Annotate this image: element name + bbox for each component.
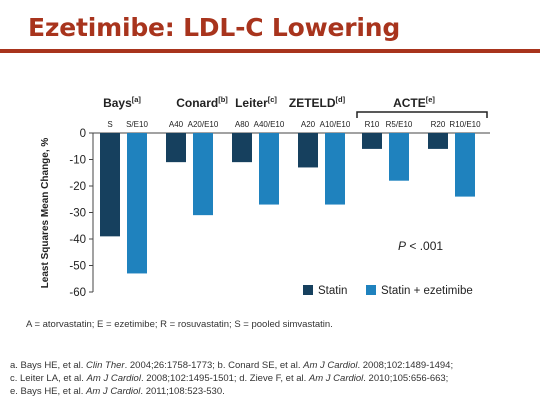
bar-statin [298, 133, 318, 168]
p-value-annotation: P < .001 [398, 239, 443, 253]
reference-line: a. Bays HE, et al. Clin Ther. 2004;26:17… [10, 359, 453, 372]
y-tick-label: 0 [80, 128, 86, 140]
reference-segment: Am J Cardiol [303, 360, 358, 371]
bar-statin-ezetimibe [193, 133, 213, 216]
slide-title: Ezetimibe: LDL-C Lowering [28, 13, 401, 42]
dose-label: S [107, 120, 112, 129]
study-label: Bays[a] [103, 95, 141, 110]
y-tick-label: -40 [69, 234, 86, 246]
study-label: Leiter[c] [235, 95, 277, 110]
reference-segment: . 2008;102:1495-1501; d. Zieve F, et al. [140, 373, 309, 384]
dose-label: A40/E10 [254, 120, 285, 129]
acte-bracket [356, 111, 488, 118]
bar-statin-ezetimibe [325, 133, 345, 205]
bar-statin-ezetimibe [127, 133, 147, 274]
legend-swatch-statin-ezetimibe [366, 285, 376, 295]
bar-statin [166, 133, 186, 163]
legend-swatch-statin [303, 285, 313, 295]
study-label: Conard[b] [176, 95, 228, 110]
reference-segment: a. Bays HE, et al. [10, 360, 87, 371]
reference-segment: e. Bays HE, et al. [10, 386, 87, 397]
reference-segment: . 2004;26:1758-1773; b. Conard SE, et al… [124, 360, 304, 371]
y-tick-label: -20 [69, 181, 86, 193]
dose-label: S/E10 [126, 120, 148, 129]
reference-segment: . 2008;102:1489-1494; [357, 360, 454, 371]
bar-chart: 0 -10 -20 -30 -40 -50 -60 Least Squares Mean Ch… [40, 95, 490, 299]
dose-label: R10/E10 [449, 120, 481, 129]
legend-label-statin: Statin [318, 285, 347, 297]
references: a. Bays HE, et al. Clin Ther. 2004;26:17… [10, 359, 453, 398]
reference-line: e. Bays HE, et al. Am J Cardiol. 2011;10… [10, 385, 453, 398]
y-tick-label: -60 [69, 287, 86, 299]
bar-statin-ezetimibe [389, 133, 409, 181]
abbreviations-note: A = atorvastatin; E = ezetimibe; R = ros… [26, 319, 333, 330]
dose-label: R20 [431, 120, 446, 129]
y-tick-label: -50 [69, 261, 86, 273]
dose-label: A40 [169, 120, 184, 129]
dose-label: R10 [365, 120, 380, 129]
y-tick-label: -30 [69, 208, 86, 220]
reference-segment: Am J Cardiol [86, 386, 141, 397]
dose-label: R5/E10 [386, 120, 413, 129]
reference-segment: c. Leiter LA, et al. [10, 373, 87, 384]
dose-label: A20 [301, 120, 316, 129]
reference-segment: . 2010;105:656-663; [363, 373, 449, 384]
y-axis-label: Least Squares Mean Change, % [40, 138, 51, 289]
bar-statin [362, 133, 382, 149]
bar-statin [428, 133, 448, 149]
bar-statin [100, 133, 120, 237]
dose-label: A20/E10 [188, 120, 219, 129]
study-label: ZETELD[d] [289, 95, 346, 110]
bar-statin-ezetimibe [455, 133, 475, 197]
reference-segment: Am J Cardiol [86, 373, 141, 384]
y-tick-label: -10 [69, 155, 86, 167]
bar-statin [232, 133, 252, 163]
reference-segment: . 2011;108:523-530. [140, 386, 225, 397]
reference-segment: Clin Ther [86, 360, 125, 371]
reference-line: c. Leiter LA, et al. Am J Cardiol. 2008;… [10, 372, 453, 385]
title-underline [0, 49, 540, 53]
dose-label: A10/E10 [320, 120, 351, 129]
dose-label: A80 [235, 120, 250, 129]
study-label: ACTE[e] [393, 95, 435, 110]
bar-statin-ezetimibe [259, 133, 279, 205]
reference-segment: Am J Cardiol [308, 373, 364, 384]
legend-label-statin-ezetimibe: Statin + ezetimibe [381, 285, 473, 297]
